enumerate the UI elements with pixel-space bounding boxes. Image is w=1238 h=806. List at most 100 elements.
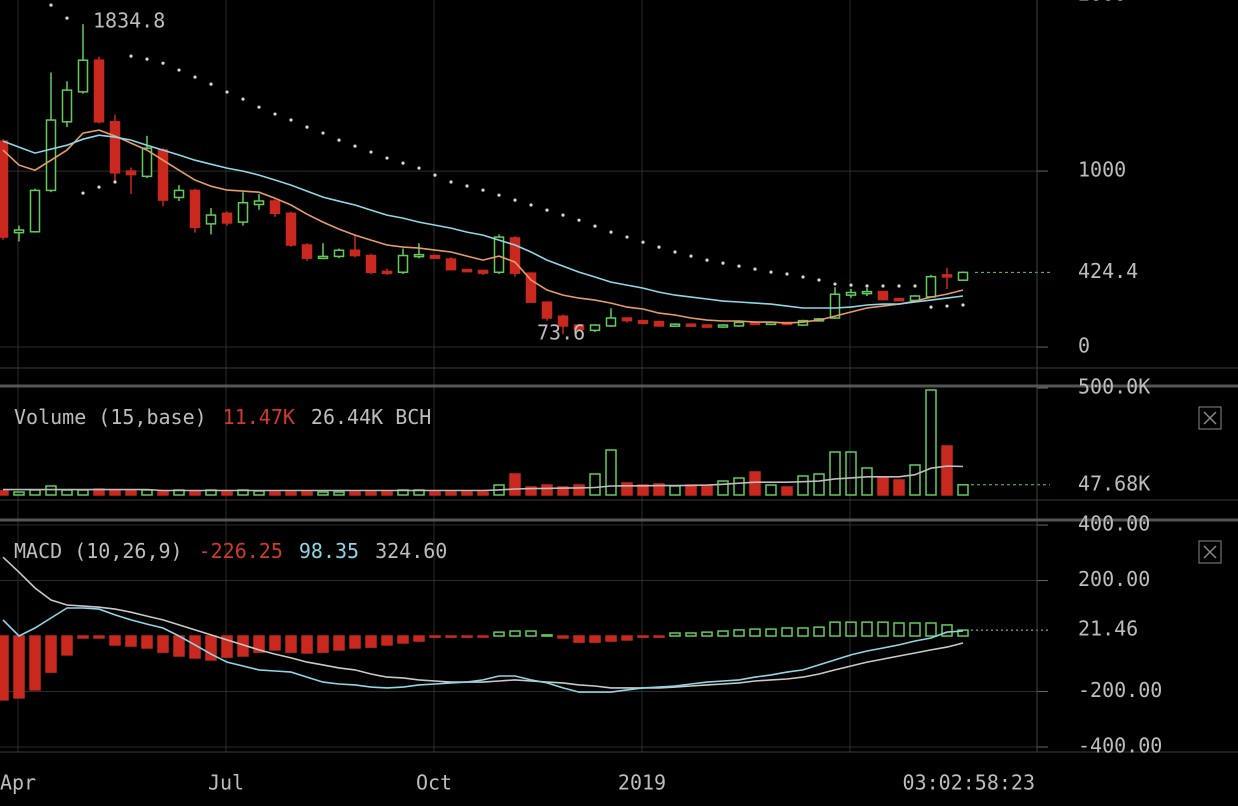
volume-bar bbox=[893, 479, 905, 496]
candle-body bbox=[125, 170, 137, 176]
sar-dot bbox=[225, 90, 229, 94]
macd-bar bbox=[93, 635, 105, 639]
sar-dot bbox=[369, 150, 373, 154]
low-label: 73.6 bbox=[537, 321, 585, 345]
sar-dot bbox=[353, 144, 357, 148]
volume-bar bbox=[781, 486, 793, 496]
candle-body bbox=[877, 290, 889, 301]
close-icon[interactable] bbox=[1203, 411, 1217, 425]
sar-dot bbox=[417, 166, 421, 170]
volume-bar bbox=[285, 491, 297, 496]
x-tick-label: Apr bbox=[0, 771, 36, 795]
y-tick-label: -400.00 bbox=[1078, 734, 1162, 758]
macd-bar bbox=[125, 635, 137, 647]
macd-bar bbox=[381, 635, 393, 646]
candle-body bbox=[957, 271, 969, 281]
candle-body bbox=[109, 121, 121, 174]
macd-bar bbox=[845, 621, 857, 637]
last-price-label: 424.4 bbox=[1078, 259, 1138, 283]
sar-dot bbox=[673, 250, 677, 254]
macd-bar bbox=[157, 635, 169, 653]
volume-bar bbox=[381, 491, 393, 496]
grid bbox=[0, 0, 1050, 752]
candle-body bbox=[0, 140, 9, 238]
sar-dot bbox=[913, 284, 917, 288]
candle-body bbox=[141, 147, 153, 178]
candle-body bbox=[173, 189, 185, 199]
candle-body bbox=[413, 253, 425, 258]
candle-body bbox=[845, 291, 857, 296]
macd-bar bbox=[541, 634, 553, 637]
macd-bar bbox=[429, 635, 441, 638]
macd-bar bbox=[45, 635, 57, 673]
volume-average bbox=[3, 465, 964, 492]
macd-bar bbox=[733, 629, 745, 637]
sar-dot bbox=[305, 125, 309, 129]
volume-bar bbox=[525, 486, 537, 496]
macd-bar bbox=[909, 622, 921, 637]
candle-body bbox=[701, 324, 713, 328]
sar-dot bbox=[433, 173, 437, 177]
sar-dot bbox=[81, 191, 85, 195]
candle-body bbox=[717, 324, 729, 328]
close-box[interactable] bbox=[1198, 406, 1222, 430]
volume-bar bbox=[429, 491, 441, 496]
macd-bar bbox=[877, 621, 889, 637]
volume-bar bbox=[333, 491, 345, 496]
volume-bar bbox=[685, 484, 697, 496]
x-tick-label: 2019 bbox=[618, 771, 666, 795]
close-button[interactable] bbox=[1198, 406, 1222, 430]
macd-bar bbox=[701, 631, 713, 637]
volume-bar bbox=[701, 485, 713, 496]
y-tick-label: 400.00 bbox=[1078, 512, 1150, 536]
last-macd-label: 21.46 bbox=[1078, 617, 1138, 641]
sar-dot bbox=[641, 240, 645, 244]
sar-dot bbox=[785, 272, 789, 276]
candle-body bbox=[557, 315, 569, 327]
candle-body bbox=[653, 320, 665, 327]
sar-dot bbox=[593, 224, 597, 228]
labels: Apr Jul Oct 2019 03:02:58:23 0 1000 2000 500.0K 4… bbox=[0, 0, 1162, 795]
candle-body bbox=[589, 324, 601, 332]
volume-bar bbox=[541, 484, 553, 496]
sar-dot bbox=[209, 82, 213, 86]
sar-dot bbox=[689, 254, 693, 258]
candle-body bbox=[429, 254, 441, 259]
volume-bar bbox=[605, 449, 617, 496]
candle-body bbox=[205, 214, 217, 225]
sar-dot bbox=[97, 185, 101, 189]
candle-body bbox=[221, 212, 233, 224]
candle-body bbox=[637, 319, 649, 325]
candle-body bbox=[621, 317, 633, 322]
macd-bar bbox=[141, 635, 153, 649]
candle-body bbox=[829, 293, 841, 319]
close-button[interactable] bbox=[1198, 540, 1222, 564]
volume-bar bbox=[797, 475, 809, 496]
moving-average bbox=[2, 129, 964, 324]
volume-bar bbox=[157, 490, 169, 496]
y-tick-label: -200.00 bbox=[1078, 678, 1162, 702]
legend-value: 98.35 bbox=[299, 539, 359, 563]
close-box[interactable] bbox=[1198, 540, 1222, 564]
volume-bar bbox=[733, 477, 745, 496]
macd-bar bbox=[765, 628, 777, 637]
sar-dot bbox=[929, 305, 933, 309]
macd-bar bbox=[605, 635, 617, 642]
macd-bar bbox=[461, 635, 473, 638]
x-tick-label: Oct bbox=[416, 771, 452, 795]
volume-bar bbox=[269, 491, 281, 496]
candle-body bbox=[93, 59, 105, 123]
y-tick-label: 200.00 bbox=[1078, 567, 1150, 591]
candle-body bbox=[365, 254, 377, 274]
macd-bar bbox=[205, 635, 217, 661]
legend-value: 324.60 bbox=[375, 539, 447, 563]
candle-body bbox=[941, 274, 953, 278]
macd-bar bbox=[797, 627, 809, 637]
volume-bar bbox=[765, 484, 777, 496]
macd-bar bbox=[637, 635, 649, 638]
macd-bar bbox=[413, 635, 425, 642]
macd-bar bbox=[525, 630, 537, 637]
candle-body bbox=[381, 270, 393, 275]
close-icon[interactable] bbox=[1203, 545, 1217, 559]
